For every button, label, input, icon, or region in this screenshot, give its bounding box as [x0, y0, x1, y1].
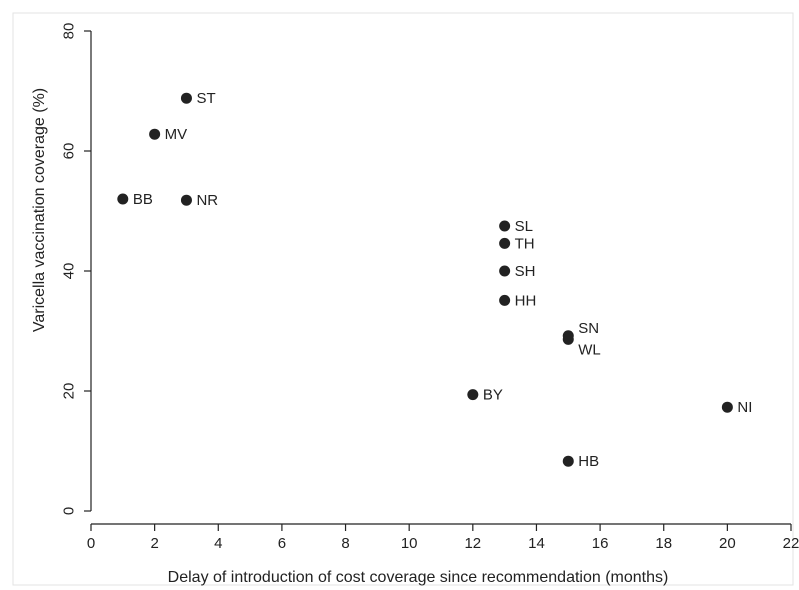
data-point-nr [180, 194, 192, 206]
x-tick-label: 10 [401, 535, 418, 552]
point-label-sh: SH [515, 263, 536, 280]
x-tick-label: 14 [528, 535, 545, 552]
data-point-bb [117, 193, 129, 205]
x-tick-label: 0 [87, 535, 95, 552]
x-tick-label: 22 [783, 535, 799, 552]
point-label-sl: SL [515, 218, 533, 235]
x-tick-label: 16 [592, 535, 609, 552]
x-tick-label: 6 [278, 535, 286, 552]
data-point-wl [562, 333, 574, 345]
y-tick-label: 80 [61, 23, 78, 40]
data-point-mv [149, 128, 161, 140]
point-label-mv: MV [165, 126, 188, 143]
point-label-hh: HH [515, 292, 537, 309]
point-label-ni: NI [737, 399, 752, 416]
point-label-sn: SN [578, 320, 599, 337]
data-point-sh [499, 265, 511, 277]
x-axis-title: Delay of introduction of cost coverage s… [168, 569, 669, 586]
data-point-by [467, 389, 479, 401]
x-tick-label: 18 [655, 535, 672, 552]
point-label-wl: WL [578, 341, 601, 358]
x-tick-label: 20 [719, 535, 736, 552]
x-axis-ticks: 0 2 4 6 8 10 12 14 16 18 20 22 [87, 524, 799, 552]
x-tick-label: 12 [464, 535, 481, 552]
point-label-bb: BB [133, 191, 153, 208]
x-tick-label: 2 [150, 535, 158, 552]
point-label-th: TH [515, 235, 535, 252]
y-tick-label: 60 [61, 143, 78, 160]
x-tick-label: 4 [214, 535, 222, 552]
y-axis-ticks: 0 20 40 60 80 [61, 23, 91, 515]
data-point-st [180, 92, 192, 104]
plot-frame [12, 12, 794, 586]
point-label-hb: HB [578, 453, 599, 470]
point-label-st: ST [196, 90, 215, 107]
y-tick-label: 40 [61, 263, 78, 280]
data-point-sl [499, 220, 511, 232]
data-point-hh [499, 294, 511, 306]
y-tick-label: 20 [61, 383, 78, 400]
data-point-ni [721, 401, 733, 413]
x-tick-label: 8 [341, 535, 349, 552]
point-label-by: BY [483, 387, 503, 404]
data-point-hb [562, 455, 574, 467]
y-axis-title: Varicella vaccination coverage (%) [31, 88, 48, 332]
y-tick-label: 0 [61, 507, 78, 515]
point-label-nr: NR [196, 192, 218, 209]
data-point-th [499, 237, 511, 249]
